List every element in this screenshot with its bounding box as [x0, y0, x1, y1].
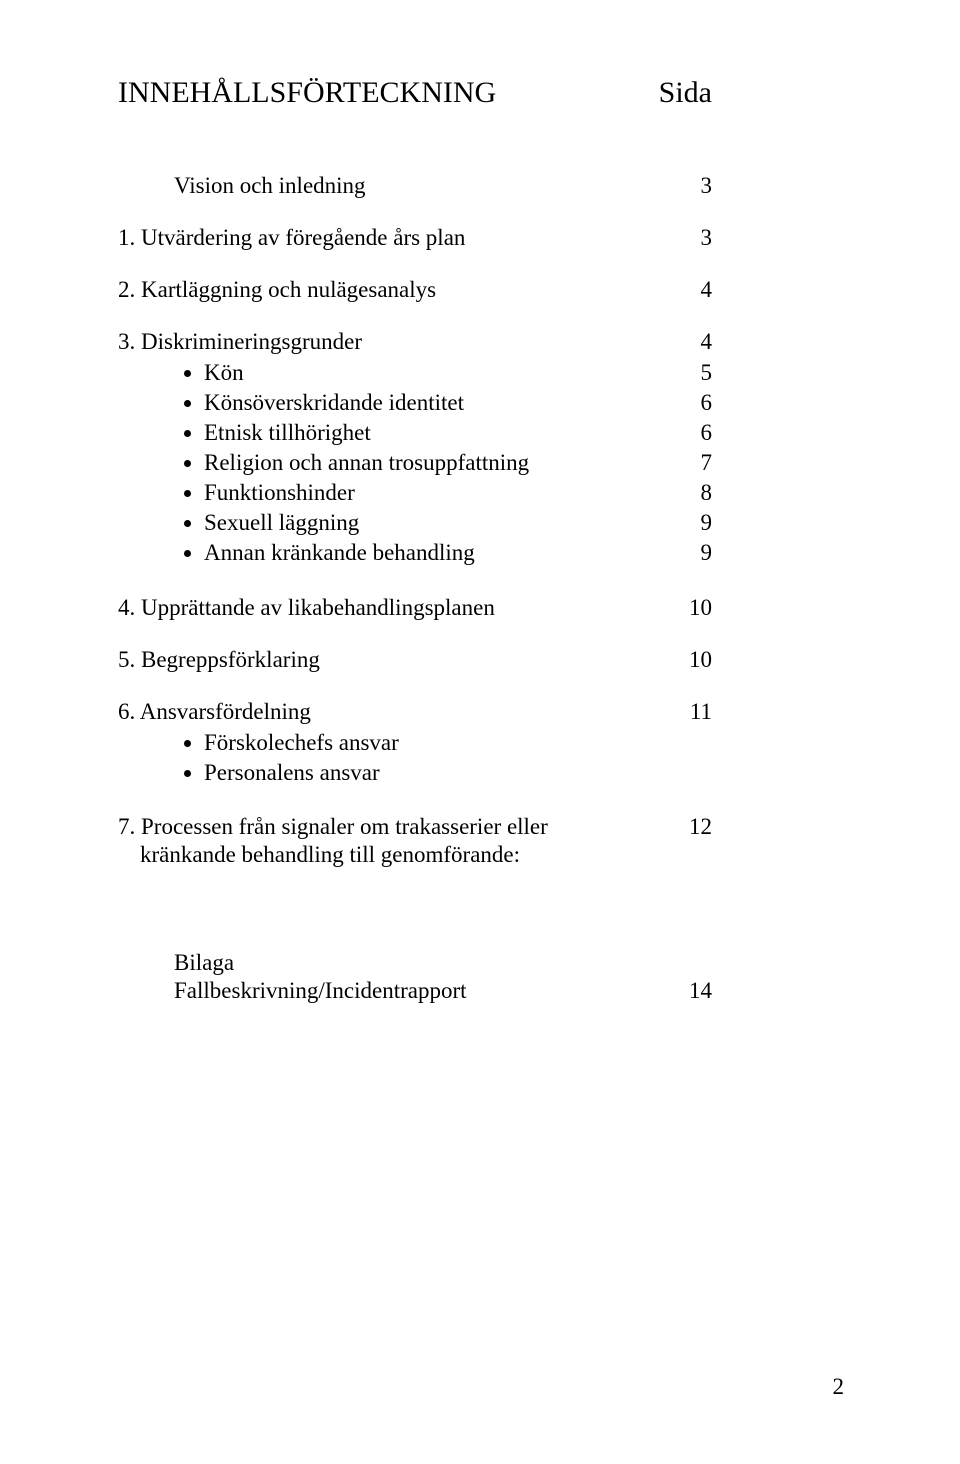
toc-page: 6 — [701, 389, 713, 417]
toc-item-3-bullets: Kön 5 Könsöverskridande identitet 6 Etnisk… — [118, 359, 850, 569]
toc-title-row: INNEHÅLLSFÖRTECKNING Sida — [118, 76, 850, 110]
toc-page: 10 — [689, 646, 712, 674]
toc-label: 7. Processen från signaler om trakasseri… — [118, 813, 548, 841]
toc-item-vision: Vision och inledning 3 — [118, 172, 850, 200]
toc-label: Fallbeskrivning/Incidentrapport — [174, 977, 467, 1005]
page: INNEHÅLLSFÖRTECKNING Sida Vision och inl… — [0, 0, 960, 1464]
toc-subitem: Könsöverskridande identitet 6 — [204, 389, 712, 419]
toc-title: INNEHÅLLSFÖRTECKNING — [118, 76, 496, 110]
toc-item-7-line2: kränkande behandling till genomförande: — [118, 841, 850, 869]
toc-item-6: 6. Ansvarsfördelning 11 — [118, 698, 850, 726]
toc-subitem: Förskolechefs ansvar — [204, 729, 712, 759]
toc-label: 1. Utvärdering av föregående års plan — [118, 224, 465, 252]
toc-page: 8 — [701, 479, 713, 507]
toc-subitem: Kön 5 — [204, 359, 712, 389]
toc-item-6-bullets: Förskolechefs ansvar Personalens ansvar — [118, 729, 850, 789]
toc-label: Sexuell läggning — [204, 509, 359, 537]
page-number: 2 — [833, 1374, 845, 1400]
toc-page: 3 — [701, 224, 713, 252]
toc-fallbeskrivning: Fallbeskrivning/Incidentrapport 14 — [118, 977, 850, 1005]
toc-label: Personalens ansvar — [204, 759, 380, 787]
toc-label: Kön — [204, 359, 244, 387]
toc-page: 11 — [690, 698, 712, 726]
toc-label: Vision och inledning — [174, 172, 366, 200]
toc-item-4: 4. Upprättande av likabehandlingsplanen … — [118, 594, 850, 622]
toc-page: 6 — [701, 419, 713, 447]
toc-label: Annan kränkande behandling — [204, 539, 475, 567]
toc-label: Bilaga — [174, 949, 234, 977]
toc-item-1: 1. Utvärdering av föregående års plan 3 — [118, 224, 850, 252]
toc-page-header: Sida — [659, 76, 850, 110]
toc-label: kränkande behandling till genomförande: — [140, 841, 520, 869]
toc-item-5: 5. Begreppsförklaring 10 — [118, 646, 850, 674]
toc-page: 3 — [701, 172, 713, 200]
toc-subitem: Etnisk tillhörighet 6 — [204, 419, 712, 449]
toc-subitem: Sexuell läggning 9 — [204, 509, 712, 539]
toc-label: 3. Diskrimineringsgrunder — [118, 328, 362, 356]
toc-page: 12 — [689, 813, 712, 841]
toc-page: 5 — [701, 359, 713, 387]
toc-item-7-line1: 7. Processen från signaler om trakasseri… — [118, 813, 850, 841]
toc-subitem: Religion och annan trosuppfattning 7 — [204, 449, 712, 479]
toc-label: Religion och annan trosuppfattning — [204, 449, 529, 477]
toc-bilaga: Bilaga — [118, 949, 850, 977]
toc-page: 10 — [689, 594, 712, 622]
toc-label: Könsöverskridande identitet — [204, 389, 464, 417]
toc-label: 4. Upprättande av likabehandlingsplanen — [118, 594, 495, 622]
toc-subitem: Personalens ansvar — [204, 759, 712, 789]
toc-page: 7 — [701, 449, 713, 477]
toc-label: Funktionshinder — [204, 479, 355, 507]
toc-page: 4 — [701, 276, 713, 304]
toc-page: 14 — [689, 977, 712, 1005]
toc-body: Vision och inledning 3 1. Utvärdering av… — [118, 172, 850, 1005]
toc-item-2: 2. Kartläggning och nulägesanalys 4 — [118, 276, 850, 304]
toc-label: 2. Kartläggning och nulägesanalys — [118, 276, 436, 304]
toc-subitem: Funktionshinder 8 — [204, 479, 712, 509]
toc-item-3: 3. Diskrimineringsgrunder 4 — [118, 328, 850, 356]
toc-label: 6. Ansvarsfördelning — [118, 698, 311, 726]
toc-label: Etnisk tillhörighet — [204, 419, 371, 447]
toc-subitem: Annan kränkande behandling 9 — [204, 539, 712, 569]
toc-page: 9 — [701, 509, 713, 537]
toc-page: 4 — [701, 328, 713, 356]
toc-page: 9 — [701, 539, 713, 567]
toc-label: 5. Begreppsförklaring — [118, 646, 320, 674]
toc-label: Förskolechefs ansvar — [204, 729, 399, 757]
